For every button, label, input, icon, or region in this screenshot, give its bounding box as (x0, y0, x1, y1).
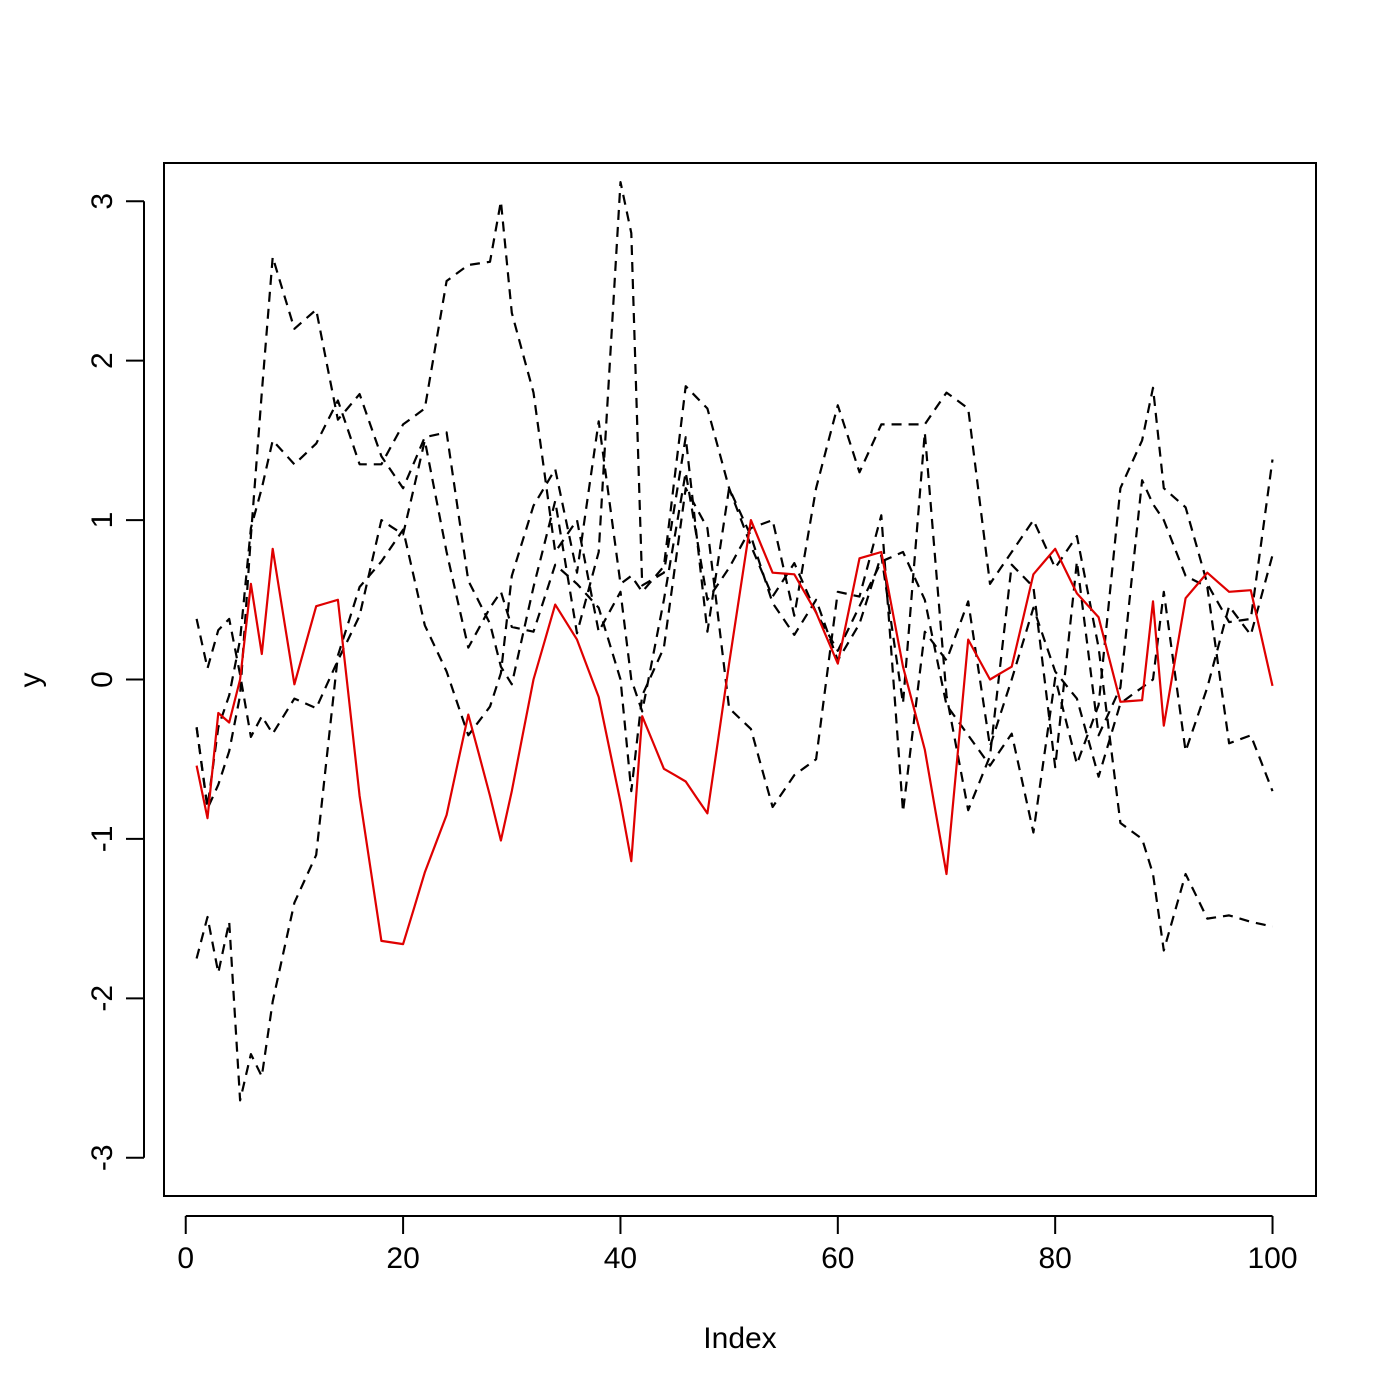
plot-frame (163, 162, 1317, 1197)
x-tick-label: 60 (821, 1242, 854, 1275)
x-tick-label: 80 (1038, 1242, 1071, 1275)
y-axis-label: y (14, 673, 47, 688)
series-line-dashed-4 (195, 200, 1273, 952)
series-line-red (195, 518, 1274, 946)
y-tick-label: 3 (86, 193, 119, 210)
series-layer (195, 181, 1274, 1102)
x-axis: 0 20 40 60 80 100 (177, 1215, 1298, 1275)
y-axis: -3 -2 -1 0 1 2 3 (86, 193, 145, 1171)
x-axis-label: Index (703, 1322, 776, 1355)
series-line-dashed-3 (195, 181, 1274, 812)
series-line-dashed-2 (195, 439, 1274, 813)
y-tick-label: 1 (86, 512, 119, 529)
y-tick-label: -1 (86, 826, 119, 853)
x-tick-label: 20 (386, 1242, 419, 1275)
x-tick-label: 0 (177, 1242, 194, 1275)
y-tick-label: -3 (86, 1144, 119, 1171)
y-tick-label: -2 (86, 985, 119, 1012)
x-tick-label: 40 (604, 1242, 637, 1275)
y-tick-label: 0 (86, 671, 119, 688)
y-tick-label: 2 (86, 352, 119, 369)
x-tick-label: 100 (1247, 1242, 1297, 1275)
